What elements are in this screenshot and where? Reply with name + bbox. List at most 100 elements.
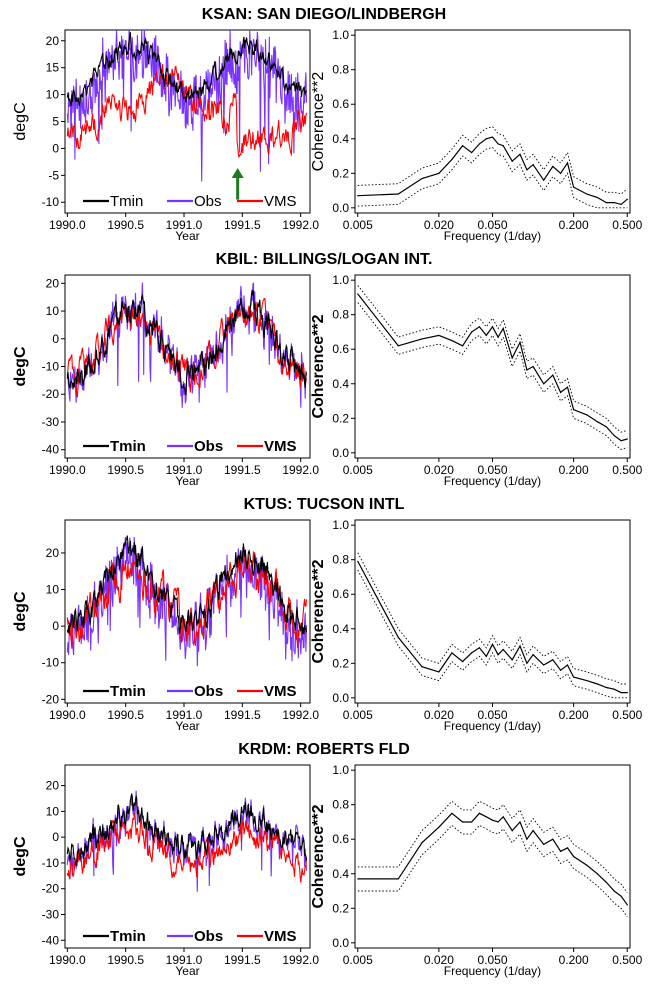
- kbil-coherence-chart: 0.005 0.020 0.050 0.200 0.500 0.0 0.2 0.4 0.6 0.8…: [310, 273, 643, 488]
- y-axis-label: degC: [12, 102, 29, 140]
- coherence-point: [559, 850, 562, 852]
- x-tick-label: 0.500: [612, 953, 642, 967]
- x-tick-label: 0.020: [424, 218, 454, 232]
- y-tick-label: -5: [48, 168, 59, 182]
- coherence-point: [605, 881, 607, 883]
- y-tick-label: 5: [52, 115, 59, 129]
- y-tick-label: -30: [42, 415, 60, 429]
- x-tick-label: 1991.5: [224, 708, 261, 722]
- confidence-band: [357, 824, 628, 918]
- y-tick-label: -30: [42, 907, 60, 921]
- x-axis-label: Frequency (1/day): [444, 474, 541, 488]
- y-tick-label: 0.0: [332, 446, 349, 460]
- coherence-point: [620, 692, 622, 694]
- y-tick-label: 10: [46, 88, 60, 102]
- coherence-point: [497, 654, 499, 656]
- legend-label-tmin: Tmin: [110, 928, 146, 945]
- y-tick-label: 20: [46, 34, 60, 48]
- coherence-point: [397, 636, 399, 638]
- coherence-point: [471, 331, 473, 333]
- coherence-point: [532, 365, 534, 368]
- y-tick-label: 0.4: [332, 867, 349, 881]
- coherence-point: [511, 357, 513, 359]
- coherence-point: [626, 438, 628, 440]
- coherence-point: [519, 153, 521, 155]
- x-tick-label: 1991.0: [166, 218, 203, 232]
- x-tick-label: 1992.0: [282, 463, 319, 477]
- coherence-point: [397, 878, 399, 880]
- y-tick-label: -20: [42, 692, 60, 706]
- ktus-coherence-chart: 0.005 0.020 0.050 0.200 0.500 0.0 0.2 0.4 0.6 0.8…: [310, 518, 643, 733]
- x-tick-label: 1991.5: [224, 953, 261, 967]
- legend-label-tmin: Tmin: [110, 683, 146, 700]
- plot-frame: [64, 519, 311, 704]
- x-tick-label: 0.020: [424, 953, 454, 967]
- y-tick-label: 0.4: [332, 622, 349, 636]
- confidence-band: [357, 552, 628, 685]
- krdm-timeseries-chart: 1990.0 1990.5 1991.0 1991.5 1992.0 -40 -30 -20 -…: [12, 764, 319, 978]
- y-tick-label: 0.8: [332, 553, 349, 567]
- y-tick-label: 0.6: [332, 587, 349, 601]
- coherence-point: [526, 169, 528, 171]
- coherence-point: [438, 334, 440, 337]
- coherence-point: [519, 341, 521, 343]
- coherence-point: [620, 203, 622, 205]
- coherence-point: [605, 202, 607, 204]
- x-tick-label: 0.020: [424, 463, 454, 477]
- coherence-point: [543, 664, 545, 666]
- x-tick-label: 0.050: [477, 463, 507, 477]
- y-tick-label: 1.0: [332, 763, 349, 777]
- confidence-band: [357, 302, 628, 450]
- y-tick-label: 10: [46, 583, 60, 597]
- coherence-point: [566, 162, 569, 164]
- x-tick-label: 1991.0: [166, 463, 203, 477]
- coherence-point: [566, 386, 569, 388]
- y-tick-label: -10: [42, 360, 60, 374]
- coherence-line: [357, 561, 628, 694]
- series-line-vms: [66, 64, 308, 159]
- x-tick-label: 1992.0: [282, 953, 319, 967]
- coherence-point: [451, 340, 453, 342]
- coherence-point: [471, 652, 473, 654]
- y-tick-label: 1.0: [332, 28, 349, 42]
- x-tick-label: 0.500: [612, 218, 642, 232]
- y-tick-label: -20: [42, 882, 60, 896]
- coherence-line: [357, 812, 628, 906]
- coherence-point: [605, 426, 607, 428]
- coherence-point: [586, 193, 588, 195]
- coherence-point: [451, 812, 453, 814]
- coherence-point: [471, 821, 473, 823]
- y-tick-label: -40: [42, 933, 60, 947]
- coherence-point: [552, 165, 554, 167]
- coherence-point: [532, 830, 534, 832]
- legend-label-vms: VMS: [264, 683, 297, 700]
- x-tick-label: 0.005: [343, 463, 373, 477]
- coherence-point: [497, 143, 499, 145]
- y-tick-label: 0.6: [332, 342, 349, 356]
- coherence-point: [586, 864, 588, 866]
- series-line-vms: [66, 549, 308, 649]
- coherence-point: [573, 186, 575, 188]
- y-tick-label: 0.8: [332, 798, 349, 812]
- coherence-point: [526, 838, 528, 840]
- x-tick-label: 0.050: [477, 218, 507, 232]
- y-axis-label: degC: [12, 346, 29, 386]
- y-tick-label: 1.0: [332, 518, 349, 532]
- coherence-point: [497, 336, 499, 338]
- coherence-point: [620, 440, 622, 442]
- x-tick-label: 1990.0: [49, 463, 86, 477]
- y-tick-label: 20: [46, 779, 60, 793]
- y-tick-label: 0: [52, 332, 59, 346]
- y-tick-label: -10: [42, 195, 60, 209]
- x-tick-label: 1992.0: [282, 708, 319, 722]
- coherence-point: [485, 816, 487, 818]
- coherence-point: [502, 327, 504, 330]
- y-tick-label: 0: [52, 830, 59, 844]
- kbil-timeseries-chart: 1990.0 1990.5 1991.0 1991.5 1992.0 -40 -30 -20 -…: [12, 274, 319, 488]
- x-tick-label: 0.005: [343, 953, 373, 967]
- coherence-point: [586, 414, 588, 416]
- coherence-point: [451, 158, 453, 161]
- y-tick-label: 0.6: [332, 97, 349, 111]
- x-tick-label: 1992.0: [282, 218, 319, 232]
- y-tick-label: 0: [52, 619, 59, 633]
